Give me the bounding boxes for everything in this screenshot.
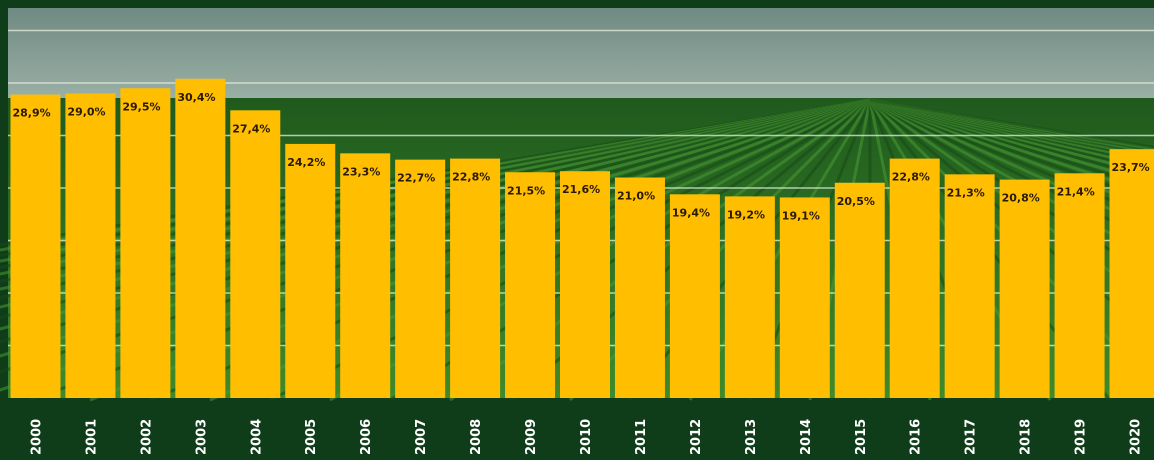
bars	[10, 78, 1154, 399]
x-tick-label-2005: 2005	[304, 419, 319, 455]
value-label-2016: 22,8%	[892, 171, 930, 184]
field-row-decoration	[869, 98, 1154, 167]
x-tick-label-2003: 2003	[194, 419, 209, 455]
value-label-2019: 21,4%	[1057, 185, 1095, 198]
x-tick-label-2020: 2020	[1129, 419, 1144, 455]
bar-2013	[724, 196, 775, 398]
bar-2015	[834, 182, 885, 398]
x-tick-label-2017: 2017	[964, 419, 979, 455]
bar-2007	[395, 159, 446, 398]
x-tick-label-2012: 2012	[689, 419, 704, 455]
value-labels: 28,9% 29,0% 29,5% 30,4% 27,4% 24,2% 23,3% 22,7%…	[12, 91, 1149, 223]
field-row-decoration	[869, 98, 1154, 170]
field-row-decoration	[869, 98, 1154, 204]
bar-2019	[1054, 173, 1105, 398]
value-label-2010: 21,6%	[562, 183, 600, 196]
x-tick-label-2019: 2019	[1074, 419, 1089, 455]
bar-2003	[175, 78, 226, 399]
value-label-2020: 23,7%	[1112, 161, 1150, 174]
x-tick-label-2016: 2016	[909, 419, 924, 455]
value-label-2006: 23,3%	[342, 165, 380, 178]
x-tick-label-2006: 2006	[359, 419, 374, 455]
value-label-2015: 20,5%	[837, 195, 875, 208]
bar-2002	[120, 88, 171, 398]
field-row-decoration	[869, 98, 1154, 191]
bar-2006	[340, 153, 391, 398]
value-label-2005: 24,2%	[287, 156, 325, 169]
value-label-2003: 30,4%	[177, 91, 215, 104]
value-label-2008: 22,8%	[452, 171, 490, 184]
value-label-2009: 21,5%	[507, 184, 545, 197]
x-tick-label-2010: 2010	[579, 419, 594, 455]
x-tick-label-2014: 2014	[799, 419, 814, 455]
x-tick-label-2015: 2015	[854, 419, 869, 455]
value-label-2012: 19,4%	[672, 206, 710, 219]
bar-2012	[669, 194, 720, 398]
x-tick-label-2011: 2011	[634, 419, 649, 455]
value-label-2013: 19,2%	[727, 208, 765, 221]
field-row-decoration	[869, 98, 1154, 164]
bar-2016	[889, 158, 940, 398]
x-tick-label-2008: 2008	[469, 419, 484, 455]
field-row-decoration	[869, 98, 1154, 177]
bar-2014	[779, 197, 830, 398]
field-row-decoration	[869, 98, 1154, 181]
x-tick-label-2002: 2002	[139, 419, 154, 455]
bar-2009	[505, 172, 556, 398]
field-row-decoration	[869, 98, 1154, 197]
x-tick-label-2013: 2013	[744, 419, 759, 455]
field-row-decoration	[0, 98, 871, 252]
bar-2011	[614, 177, 665, 398]
bar-2010	[560, 171, 610, 398]
value-label-2001: 29,0%	[67, 106, 105, 119]
value-label-2017: 21,3%	[947, 186, 985, 199]
value-label-2004: 27,4%	[232, 122, 270, 135]
x-tick-label-2001: 2001	[84, 419, 99, 455]
bar-2020	[1109, 149, 1154, 398]
field-row-decoration	[869, 98, 1154, 231]
bar-2005	[285, 143, 336, 398]
bar-2017	[944, 174, 995, 398]
field-row-decoration	[869, 98, 1154, 186]
x-tick-label-2018: 2018	[1019, 419, 1034, 455]
value-label-2007: 22,7%	[397, 172, 435, 185]
x-tick-label-2004: 2004	[249, 419, 264, 455]
bar-2000	[10, 94, 61, 399]
x-tick-label-2007: 2007	[414, 419, 429, 455]
bar-2008	[450, 158, 501, 398]
value-label-2018: 20,8%	[1002, 192, 1040, 205]
bar-2004	[230, 110, 281, 399]
field-row-decoration	[869, 98, 1154, 244]
field-row-decoration	[869, 98, 1154, 339]
field-row-decoration	[0, 98, 871, 276]
value-label-2000: 28,9%	[12, 107, 50, 120]
x-tick-label-2000: 2000	[29, 419, 44, 455]
x-axis: 2000 2001 2002 2003 2004 2005 2006 2007 2008 2009…	[29, 419, 1143, 455]
field-row-decoration	[0, 98, 871, 247]
field-row-decoration	[869, 98, 1154, 173]
value-label-2011: 21,0%	[617, 190, 655, 203]
bar-2018	[999, 179, 1050, 398]
value-label-2002: 29,5%	[122, 100, 160, 113]
field-row-decoration	[869, 98, 1154, 220]
x-tick-label-2009: 2009	[524, 419, 539, 455]
field-row-decoration	[869, 98, 1154, 211]
value-label-2014: 19,1%	[782, 209, 820, 222]
bar-2001	[65, 93, 116, 398]
